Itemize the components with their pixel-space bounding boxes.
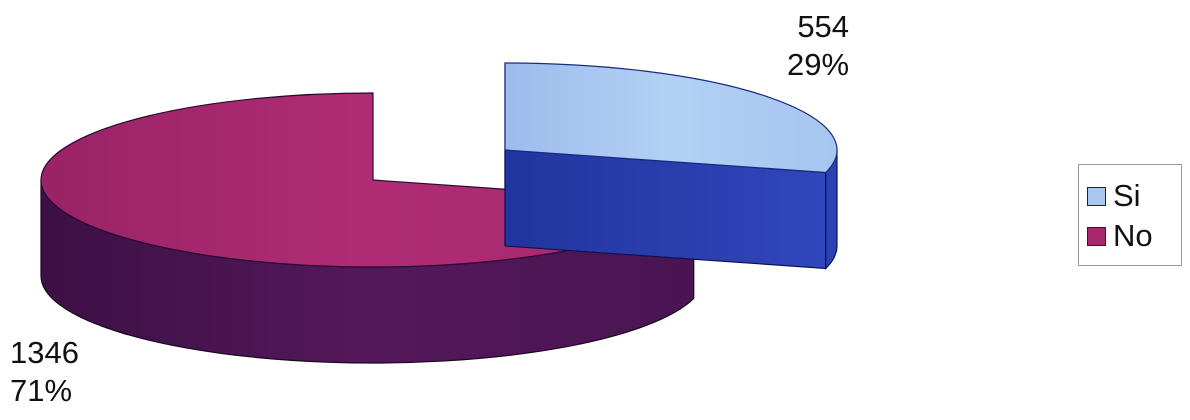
data-label-no-percent: 71% <box>10 373 73 408</box>
data-label-si-percent: 29% <box>787 47 850 82</box>
data-label-no-value: 1346 <box>10 335 79 370</box>
legend-label-si: Si <box>1113 178 1141 213</box>
legend-label-no: No <box>1113 218 1153 253</box>
legend-item-no: No <box>1087 216 1181 256</box>
legend: Si No <box>1078 164 1182 266</box>
slice-si <box>504 62 838 174</box>
data-label-si: 554 29% <box>787 8 849 84</box>
legend-swatch-si <box>1087 186 1106 206</box>
data-label-no: 1346 71% <box>10 334 79 410</box>
legend-item-si: Si <box>1087 176 1181 216</box>
data-label-si-value: 554 <box>797 9 850 44</box>
legend-swatch-no <box>1087 226 1106 246</box>
